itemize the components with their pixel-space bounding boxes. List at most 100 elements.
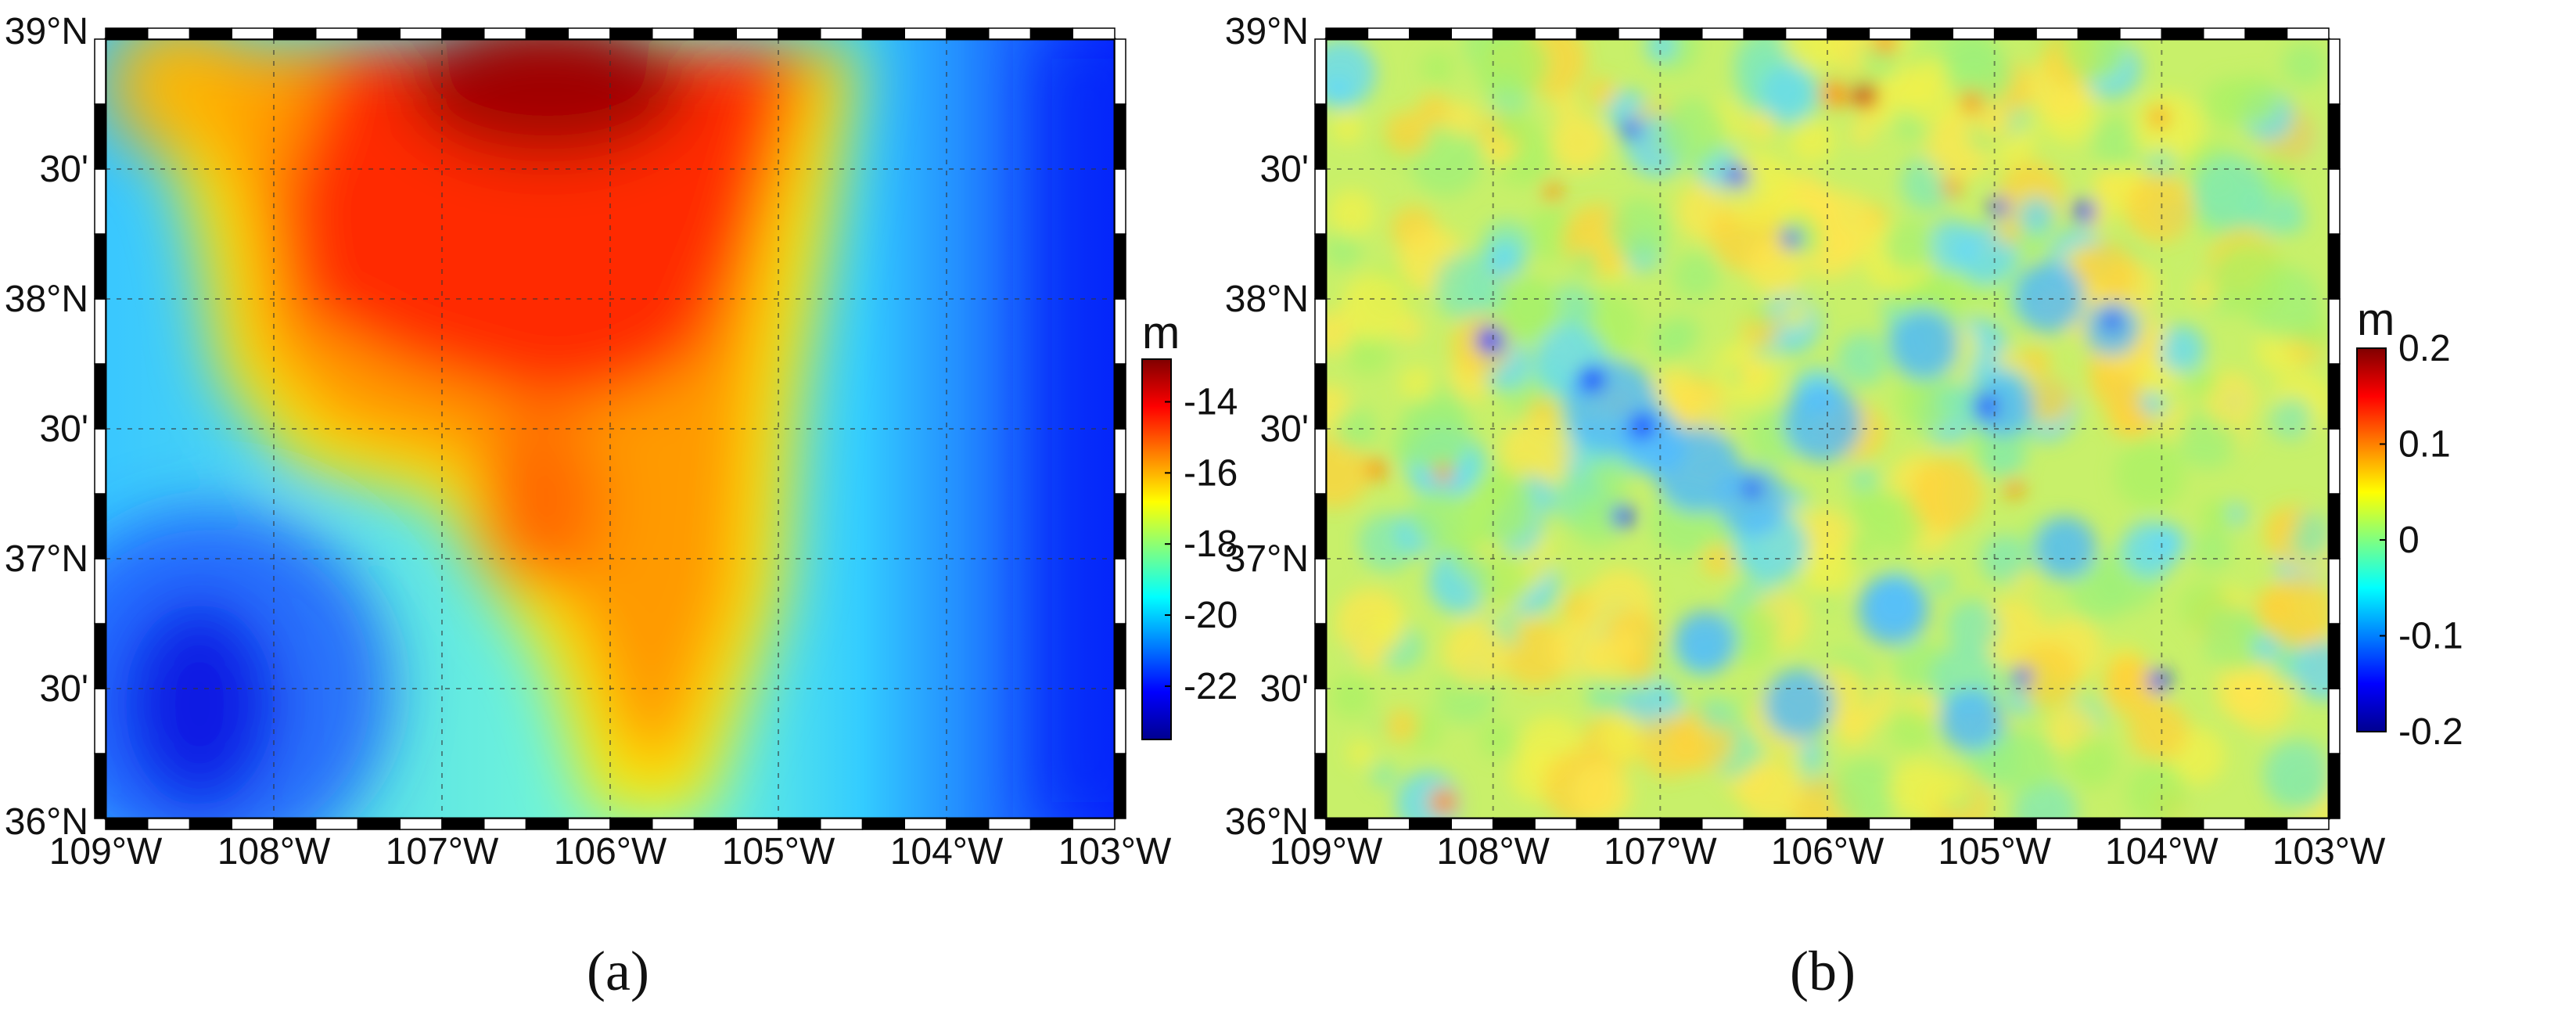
border-segment [1114,233,1126,300]
border-segment [1314,623,1327,689]
field-a [106,39,1115,819]
lat-tick-label: 30' [39,149,88,190]
border-segment [2035,818,2079,830]
border-segment [820,818,864,830]
border-segment [1827,27,1870,40]
lon-tick-label: 107°W [1604,831,1717,872]
lon-tick-label: 109°W [49,831,163,872]
border-segment [1784,27,1828,40]
border-segment [1367,818,1410,830]
colorbar-unit-b: m [2357,294,2395,345]
border-segment [1314,688,1327,754]
colorbar-tick-label: 0.2 [2398,328,2451,369]
border-segment [1534,27,1578,40]
lat-tick-labels-a: 39°N 30' 38°N 30' 37°N 30' 36°N [5,11,88,843]
border-segment [2244,27,2288,40]
border-segment [2328,753,2341,819]
border-segment [147,27,191,40]
border-segment [399,818,443,830]
border-segment [861,27,905,40]
border-segment [1114,168,1126,235]
border-segment [94,298,106,365]
border-segment [94,688,106,754]
border-segment [315,27,359,40]
border-segment [1492,27,1536,40]
border-segment [94,233,106,300]
border-segment [2328,363,2341,430]
border-segment [483,818,527,830]
lon-tick-label: 106°W [1771,831,1884,872]
border-segment [904,818,947,830]
panel-label-a: (a) [587,940,649,1002]
border-segment [1575,818,1619,830]
border-segment [693,818,737,830]
lat-tick-label: 38°N [1225,279,1309,320]
border-segment [94,363,106,430]
border-segment [2203,27,2246,40]
border-segment [2119,27,2163,40]
border-segment [1314,753,1327,819]
lon-tick-label: 107°W [386,831,499,872]
lat-tick-label: 30' [1259,668,1309,710]
border-segment [1072,818,1116,830]
border-segment [1618,818,1662,830]
border-segment [2077,818,2121,830]
lat-tick-label: 39°N [1225,11,1309,52]
lon-tick-label: 104°W [890,831,1004,872]
border-segment [483,27,527,40]
colorbar-ticks-a: -14 -16 -18 -20 -22 [1165,382,1238,707]
border-segment [2328,103,2341,170]
lat-tick-label: 37°N [1225,538,1309,580]
border-segment [1314,168,1327,235]
border-segment [2077,27,2121,40]
border-segment [2328,688,2341,754]
border-segment [441,818,485,830]
border-segment [1534,818,1578,830]
border-segment [2161,818,2204,830]
border-segment [2286,27,2330,40]
lon-tick-label: 104°W [2105,831,2219,872]
lon-tick-label: 105°W [1938,831,2051,872]
border-segment [1868,818,1912,830]
border-segment [1701,818,1744,830]
border-segment [1492,818,1536,830]
colorbar-tick-label: -20 [1184,595,1238,636]
colorbar-b: m 0.2 0.1 0 -0.1 -0.2 [2356,294,2463,753]
border-segment [2119,818,2163,830]
border-segment [2035,27,2079,40]
border-segment [1618,27,1662,40]
border-segment [94,168,106,235]
border-segment [778,27,821,40]
border-segment [1114,688,1126,754]
border-segment [1325,27,1369,40]
colorbar-tick-label: -0.2 [2398,711,2463,753]
colorbar-a: m -14 -16 -18 -20 -22 [1141,308,1238,740]
border-segment [1314,428,1327,495]
colorbar-tick-label: -14 [1184,382,1238,423]
border-segment [820,27,864,40]
border-segment [1743,818,1787,830]
border-segment [315,818,359,830]
border-segment [2328,298,2341,365]
border-segment [2286,818,2330,830]
map-panel-b: 109°W 108°W 107°W 106°W 105°W 104°W 103°W 39°N… [1225,11,2463,1002]
border-segment [2328,558,2341,624]
border-segment [1314,298,1327,365]
lat-tick-label: 37°N [5,538,88,580]
lon-tick-label: 108°W [1436,831,1550,872]
border-segment [2328,428,2341,495]
border-segment [1114,623,1126,689]
border-segment [273,818,317,830]
border-segment [904,27,947,40]
border-segment [946,27,990,40]
lon-tick-labels-a: 109°W 108°W 107°W 106°W 105°W 104°W 103°W [49,831,1172,872]
border-segment [1314,558,1327,624]
lat-tick-label: 38°N [5,279,88,320]
border-segment [1659,27,1703,40]
lon-tick-label: 108°W [217,831,331,872]
border-segment [693,27,737,40]
border-segment [778,818,821,830]
border-segment [1743,27,1787,40]
border-segment [2244,818,2288,830]
border-segment [1784,818,1828,830]
